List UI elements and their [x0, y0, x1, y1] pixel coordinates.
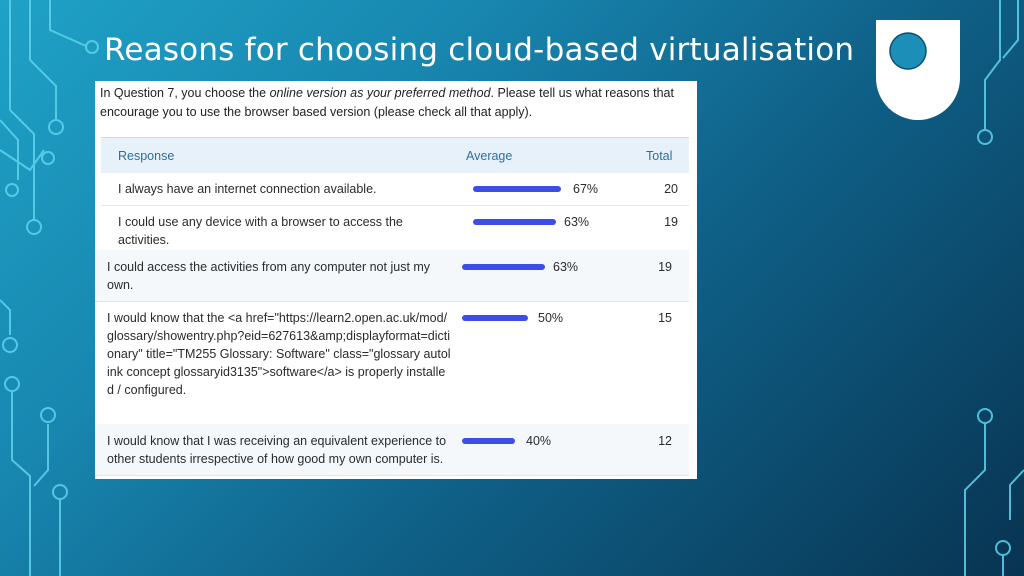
row-response: I could use any device with a browser to…	[118, 215, 403, 247]
question-text: In Question 7, you choose the online ver…	[100, 86, 674, 119]
open-university-logo	[876, 20, 960, 120]
row-total: 20	[664, 182, 678, 196]
row-percent: 50%	[538, 311, 564, 325]
row-response: I would know that the <a href="https://l…	[107, 311, 451, 397]
table-row: I always have an internet connection ava…	[101, 172, 689, 206]
header-response: Response	[118, 149, 175, 163]
row-total: 15	[658, 311, 672, 325]
row-response: I would know that I was receiving an equ…	[107, 434, 447, 466]
table-row: I could access the activities from any c…	[95, 250, 689, 302]
row-response: I could access the activities from any c…	[107, 260, 431, 292]
row-total: 19	[664, 215, 678, 229]
table-row: I could use any device with a browser to…	[101, 205, 689, 251]
row-total: 19	[658, 260, 672, 274]
row-percent: 63%	[553, 260, 579, 274]
table-row: I would know that I was receiving an equ…	[95, 424, 689, 476]
average-bar	[462, 438, 515, 444]
average-bar	[473, 219, 556, 225]
row-percent: 40%	[526, 434, 552, 448]
table-row: I would know that the <a href="https://l…	[95, 301, 689, 425]
average-bar	[462, 315, 528, 321]
header-total: Total	[646, 149, 673, 163]
table-header: Response Average Total	[101, 137, 689, 173]
row-percent: 67%	[573, 182, 599, 196]
survey-screenshot: In Question 7, you choose the online ver…	[95, 81, 697, 479]
row-response: I always have an internet connection ava…	[118, 182, 377, 196]
average-bar	[473, 186, 561, 192]
header-average: Average	[466, 149, 513, 163]
row-percent: 63%	[564, 215, 590, 229]
row-total: 12	[658, 434, 672, 448]
average-bar	[462, 264, 545, 270]
slide-title: Reasons for choosing cloud-based virtual…	[104, 32, 855, 68]
